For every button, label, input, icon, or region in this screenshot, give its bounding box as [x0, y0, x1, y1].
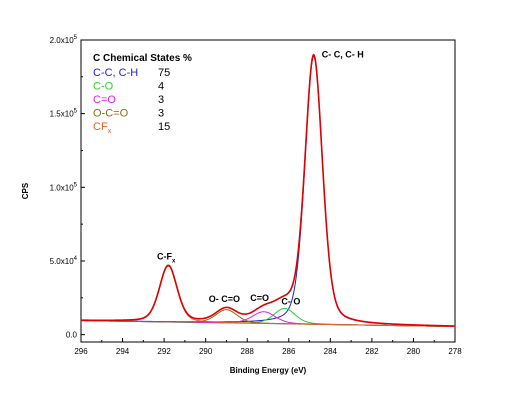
legend-entry-label: O-C=O [93, 108, 129, 120]
legend-entry-label: C-O [93, 81, 114, 93]
x-tick-label: 294 [116, 347, 130, 356]
x-axis: 296 294 292 290 288 286 284 282 280 278 [74, 338, 462, 356]
x-axis-label: Binding Energy (eV) [230, 366, 307, 375]
legend: C Chemical States % C-C, C-H 75 C-O 4 C=O 3 O-… [93, 53, 192, 135]
peak-label: C-Fx [157, 252, 176, 265]
legend-entry-label: C-C, C-H [93, 67, 138, 79]
legend-entry-value: 4 [158, 81, 164, 93]
y-axis: 0.0 5.0x104 1.0x105 1.5x105 2.0x105 [50, 35, 85, 340]
legend-entry-value: 3 [158, 94, 164, 106]
y-tick-label: 1.5x105 [50, 109, 78, 119]
fit-curves [80, 53, 456, 328]
x-tick-label: 296 [74, 347, 88, 356]
x-tick-label: 290 [199, 347, 213, 356]
legend-entry-value: 15 [158, 121, 170, 133]
legend-entry-label: C=O [93, 94, 116, 106]
peak-label: O- C=O [209, 294, 240, 304]
peak-label: C- O [281, 296, 300, 306]
y-tick-label: 0.0 [66, 331, 78, 340]
peak-label: C- C, C- H [322, 50, 364, 60]
x-tick-label: 278 [448, 347, 462, 356]
envelope-curve [81, 53, 456, 327]
y-tick-label: 5.0x104 [50, 256, 78, 266]
y-tick-label: 1.0x105 [50, 182, 78, 192]
x-tick-label: 280 [407, 347, 421, 356]
peak-annotations: C- C, C- H C-Fx O- C=O C=O C- O [157, 50, 364, 307]
x-tick-label: 292 [157, 347, 171, 356]
legend-entry-value: 3 [158, 108, 164, 120]
legend-title: C Chemical States % [93, 53, 192, 64]
x-tick-label: 288 [241, 347, 255, 356]
component-curve [80, 55, 456, 327]
y-tick-label: 2.0x105 [50, 35, 78, 45]
y-axis-label: CPS [21, 182, 30, 199]
peak-label: C=O [250, 293, 269, 303]
x-tick-label: 286 [282, 347, 296, 356]
x-tick-label: 282 [365, 347, 379, 356]
legend-entry-value: 75 [158, 67, 170, 79]
legend-entry-label: CFx [93, 121, 112, 135]
x-tick-label: 284 [324, 347, 338, 356]
